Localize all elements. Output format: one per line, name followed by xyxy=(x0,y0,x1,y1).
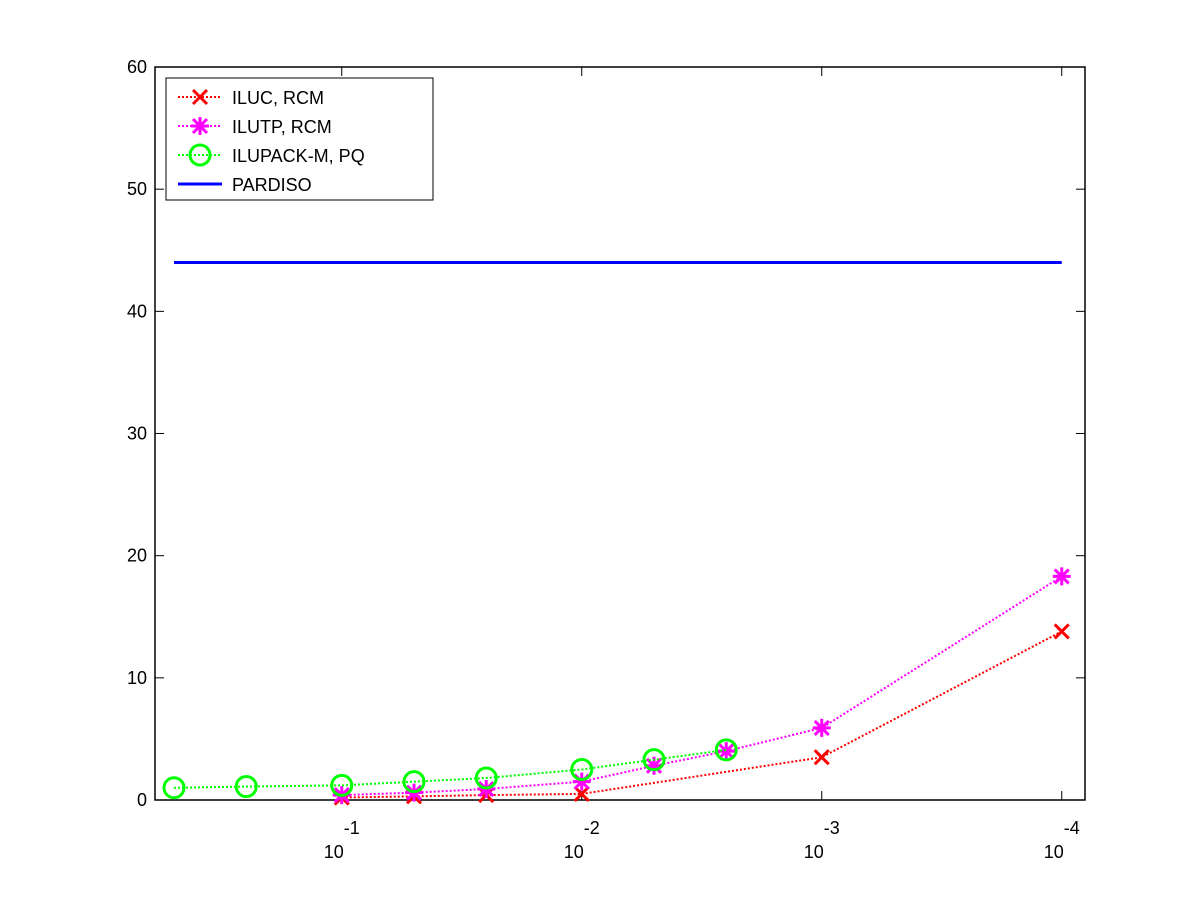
y-tick-label: 50 xyxy=(127,179,147,199)
marker xyxy=(570,757,594,781)
marker-circle xyxy=(234,775,258,799)
marker-asterisk xyxy=(1052,567,1071,586)
marker xyxy=(191,117,209,135)
marker xyxy=(644,756,663,775)
marker xyxy=(191,88,209,106)
axes-box xyxy=(154,66,1086,801)
marker-x xyxy=(1053,623,1070,640)
marker xyxy=(330,773,354,797)
marker xyxy=(573,785,590,802)
marker-asterisk xyxy=(812,718,831,737)
x-tick-exponent: -1 xyxy=(344,818,360,838)
marker xyxy=(714,738,738,762)
marker-circle xyxy=(474,766,498,790)
marker xyxy=(162,776,186,800)
marker-x xyxy=(191,88,209,106)
x-tick-label: 10 xyxy=(1044,842,1064,862)
series-line xyxy=(341,630,1063,799)
legend-label: ILUTP, RCM xyxy=(232,117,332,137)
series-line xyxy=(173,748,727,789)
marker-asterisk xyxy=(644,756,663,775)
marker xyxy=(572,772,591,791)
marker xyxy=(813,749,830,766)
marker-circle xyxy=(330,773,354,797)
marker xyxy=(717,742,736,761)
x-tick-exponent: -4 xyxy=(1064,818,1080,838)
y-tick-label: 40 xyxy=(127,301,147,321)
marker xyxy=(1052,567,1071,586)
x-tick-label: 10 xyxy=(324,842,344,862)
marker-asterisk xyxy=(717,742,736,761)
marker xyxy=(812,718,831,737)
legend-box xyxy=(165,77,434,201)
marker-circle xyxy=(188,143,212,167)
y-tick-label: 30 xyxy=(127,424,147,444)
marker-circle xyxy=(402,770,426,794)
y-tick-label: 60 xyxy=(127,57,147,77)
marker-circle xyxy=(642,748,666,772)
marker xyxy=(474,766,498,790)
legend-label: ILUPACK-M, PQ xyxy=(232,146,365,166)
marker xyxy=(1053,623,1070,640)
series-line xyxy=(341,575,1063,797)
x-tick-exponent: -2 xyxy=(584,818,600,838)
marker-asterisk xyxy=(191,117,209,135)
marker-x xyxy=(813,749,830,766)
marker xyxy=(188,143,212,167)
marker-x xyxy=(573,785,590,802)
legend-label: ILUC, RCM xyxy=(232,88,324,108)
y-tick-label: 10 xyxy=(127,668,147,688)
y-tick-label: 0 xyxy=(137,790,147,810)
marker-circle xyxy=(714,738,738,762)
x-tick-label: 10 xyxy=(564,842,584,862)
marker-circle xyxy=(162,776,186,800)
x-tick-exponent: -3 xyxy=(824,818,840,838)
marker-circle xyxy=(570,757,594,781)
marker xyxy=(234,775,258,799)
x-tick-label: 10 xyxy=(804,842,824,862)
marker xyxy=(402,770,426,794)
marker-asterisk xyxy=(572,772,591,791)
marker xyxy=(642,748,666,772)
y-tick-label: 20 xyxy=(127,546,147,566)
legend-label: PARDISO xyxy=(232,175,312,195)
